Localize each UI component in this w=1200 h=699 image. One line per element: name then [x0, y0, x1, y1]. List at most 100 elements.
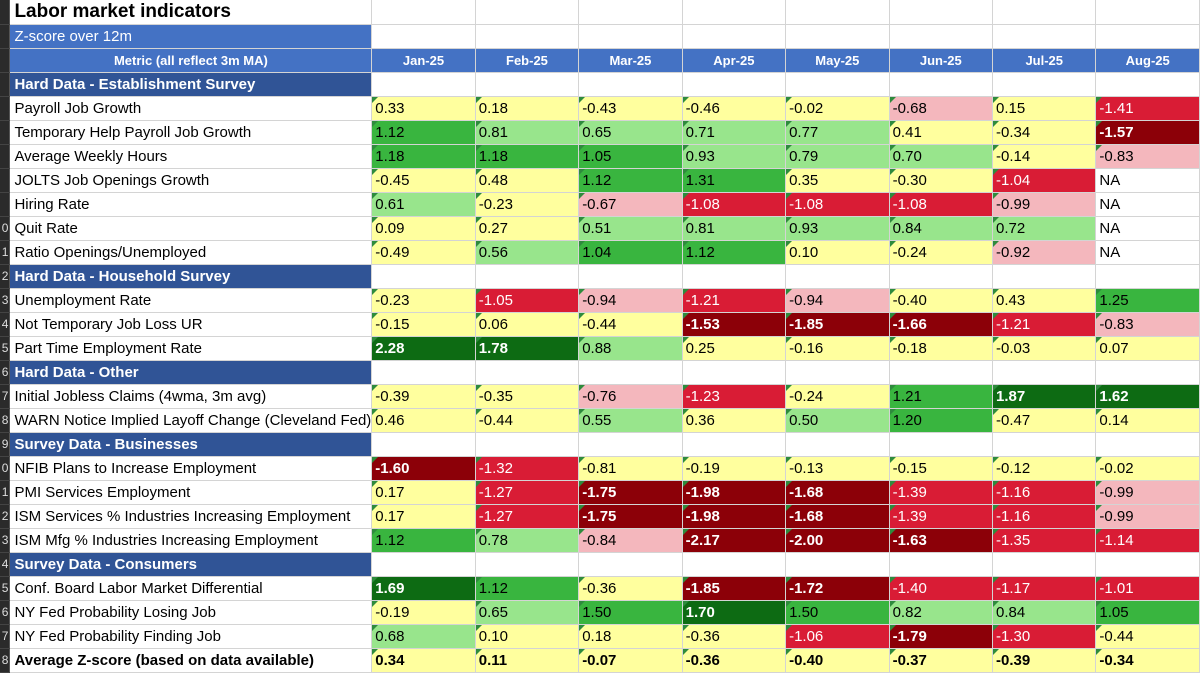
empty-cell[interactable] [682, 0, 787, 25]
value-cell[interactable]: -1.98 [682, 504, 787, 529]
value-cell[interactable]: 0.65 [475, 600, 580, 625]
value-cell[interactable]: 0.25 [682, 336, 787, 361]
value-cell[interactable]: -1.66 [889, 312, 994, 337]
value-cell[interactable]: -1.16 [992, 480, 1097, 505]
value-cell[interactable]: -0.43 [578, 96, 683, 121]
value-cell[interactable]: -1.08 [889, 192, 994, 217]
empty-cell[interactable] [785, 24, 890, 49]
value-cell[interactable]: 0.11 [475, 648, 580, 673]
empty-cell[interactable] [785, 432, 890, 457]
value-cell[interactable]: -0.94 [785, 288, 890, 313]
empty-cell[interactable] [475, 552, 580, 577]
section-header[interactable]: Hard Data - Other [9, 360, 373, 385]
value-cell[interactable]: -1.05 [475, 288, 580, 313]
value-cell[interactable]: 0.34 [371, 648, 476, 673]
value-cell[interactable]: -0.19 [371, 600, 476, 625]
empty-cell[interactable] [785, 72, 890, 97]
empty-cell[interactable] [578, 432, 683, 457]
value-cell[interactable]: -0.81 [578, 456, 683, 481]
empty-cell[interactable] [578, 72, 683, 97]
empty-cell[interactable] [475, 432, 580, 457]
row-number[interactable] [0, 48, 11, 73]
value-cell[interactable]: -0.46 [682, 96, 787, 121]
value-cell[interactable]: 1.50 [578, 600, 683, 625]
value-cell[interactable]: 1.12 [371, 528, 476, 553]
empty-cell[interactable] [578, 360, 683, 385]
value-cell[interactable]: 0.17 [371, 504, 476, 529]
value-cell[interactable]: -0.18 [889, 336, 994, 361]
value-cell[interactable]: 0.77 [785, 120, 890, 145]
empty-cell[interactable] [578, 0, 683, 25]
empty-cell[interactable] [1095, 0, 1200, 25]
row-number[interactable] [0, 0, 11, 25]
value-cell[interactable]: NA [1095, 216, 1200, 241]
row-number[interactable]: 3 [0, 528, 11, 553]
value-cell[interactable]: -0.24 [785, 384, 890, 409]
value-cell[interactable]: 0.09 [371, 216, 476, 241]
value-cell[interactable]: -1.68 [785, 480, 890, 505]
metric-label[interactable]: NFIB Plans to Increase Employment [9, 456, 373, 481]
empty-cell[interactable] [682, 264, 787, 289]
value-cell[interactable]: 0.71 [682, 120, 787, 145]
empty-cell[interactable] [889, 264, 994, 289]
value-cell[interactable]: 0.10 [475, 624, 580, 649]
value-cell[interactable]: 0.65 [578, 120, 683, 145]
value-cell[interactable]: 0.51 [578, 216, 683, 241]
value-cell[interactable]: -2.17 [682, 528, 787, 553]
value-cell[interactable]: -0.23 [475, 192, 580, 217]
value-cell[interactable]: 1.87 [992, 384, 1097, 409]
row-number[interactable] [0, 192, 11, 217]
value-cell[interactable]: -0.39 [992, 648, 1097, 673]
empty-cell[interactable] [785, 360, 890, 385]
value-cell[interactable]: -0.30 [889, 168, 994, 193]
value-cell[interactable]: 1.25 [1095, 288, 1200, 313]
value-cell[interactable]: 1.21 [889, 384, 994, 409]
empty-cell[interactable] [682, 552, 787, 577]
empty-cell[interactable] [889, 0, 994, 25]
empty-cell[interactable] [578, 264, 683, 289]
value-cell[interactable]: -1.08 [682, 192, 787, 217]
row-number[interactable] [0, 168, 11, 193]
row-number[interactable]: 6 [0, 600, 11, 625]
value-cell[interactable]: 0.48 [475, 168, 580, 193]
value-cell[interactable]: 0.17 [371, 480, 476, 505]
value-cell[interactable]: 0.70 [889, 144, 994, 169]
row-number[interactable]: 1 [0, 240, 11, 265]
value-cell[interactable]: -1.14 [1095, 528, 1200, 553]
value-cell[interactable]: -0.99 [992, 192, 1097, 217]
value-cell[interactable]: -1.21 [682, 288, 787, 313]
value-cell[interactable]: 0.10 [785, 240, 890, 265]
value-cell[interactable]: -0.35 [475, 384, 580, 409]
row-number[interactable] [0, 144, 11, 169]
value-cell[interactable]: -1.23 [682, 384, 787, 409]
value-cell[interactable]: -1.63 [889, 528, 994, 553]
empty-cell[interactable] [889, 432, 994, 457]
metric-label[interactable]: Payroll Job Growth [9, 96, 373, 121]
value-cell[interactable]: -1.39 [889, 480, 994, 505]
value-cell[interactable]: 0.79 [785, 144, 890, 169]
value-cell[interactable]: -2.00 [785, 528, 890, 553]
value-cell[interactable]: -0.36 [578, 576, 683, 601]
value-cell[interactable]: 0.81 [682, 216, 787, 241]
value-cell[interactable]: 0.56 [475, 240, 580, 265]
empty-cell[interactable] [1095, 360, 1200, 385]
value-cell[interactable]: 0.15 [992, 96, 1097, 121]
metric-label[interactable]: Initial Jobless Claims (4wma, 3m avg) [9, 384, 373, 409]
metric-label[interactable]: JOLTS Job Openings Growth [9, 168, 373, 193]
metric-label[interactable]: Quit Rate [9, 216, 373, 241]
value-cell[interactable]: NA [1095, 168, 1200, 193]
value-cell[interactable]: 1.70 [682, 600, 787, 625]
value-cell[interactable]: 0.81 [475, 120, 580, 145]
value-cell[interactable]: 1.05 [1095, 600, 1200, 625]
value-cell[interactable]: 1.04 [578, 240, 683, 265]
value-cell[interactable]: -1.16 [992, 504, 1097, 529]
value-cell[interactable]: -0.44 [578, 312, 683, 337]
metric-label[interactable]: Ratio Openings/Unemployed [9, 240, 373, 265]
value-cell[interactable]: -1.72 [785, 576, 890, 601]
empty-cell[interactable] [992, 24, 1097, 49]
value-cell[interactable]: -0.34 [1095, 648, 1200, 673]
row-number[interactable] [0, 72, 11, 97]
empty-cell[interactable] [889, 24, 994, 49]
value-cell[interactable]: 0.72 [992, 216, 1097, 241]
value-cell[interactable]: -0.44 [475, 408, 580, 433]
